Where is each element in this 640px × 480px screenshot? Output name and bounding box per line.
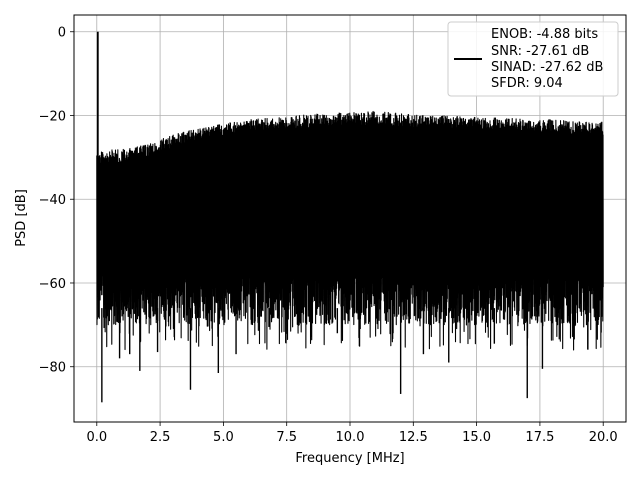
legend-entry-sfdr: SFDR: 9.04 <box>491 76 563 91</box>
series-psd <box>96 31 604 403</box>
x-tick-label: 2.5 <box>150 430 171 445</box>
y-tick-label: −60 <box>39 277 66 292</box>
x-tick-label: 7.5 <box>276 430 297 445</box>
y-tick-label: −40 <box>39 193 66 208</box>
x-tick-label: 0.0 <box>86 430 107 445</box>
x-tick-label: 17.5 <box>525 430 554 445</box>
plot-area <box>96 31 604 403</box>
y-tick-label: −20 <box>39 109 66 124</box>
x-axis-ticks: 0.0 2.5 5.0 7.5 10.0 12.5 15.0 17.5 20.0 <box>86 422 618 445</box>
x-tick-label: 15.0 <box>462 430 491 445</box>
y-axis-ticks: 0 −20 −40 −60 −80 <box>39 26 74 376</box>
x-tick-label: 20.0 <box>589 430 618 445</box>
y-tick-label: 0 <box>58 26 66 41</box>
y-tick-label: −80 <box>39 361 66 376</box>
y-axis-label: PSD [dB] <box>14 189 29 247</box>
legend-entry-enob: ENOB: -4.88 bits <box>491 27 598 42</box>
legend-entry-sinad: SINAD: -27.62 dB <box>491 60 603 75</box>
psd-trace <box>96 110 604 351</box>
x-tick-label: 10.0 <box>336 430 365 445</box>
legend-box <box>447 21 619 97</box>
legend: ENOB: -4.88 bits SNR: -27.61 dB SINAD: -… <box>447 21 619 97</box>
legend-entry-snr: SNR: -27.61 dB <box>491 44 589 59</box>
x-axis-label: Frequency [MHz] <box>295 451 404 466</box>
x-tick-label: 12.5 <box>399 430 428 445</box>
x-tick-label: 5.0 <box>213 430 234 445</box>
